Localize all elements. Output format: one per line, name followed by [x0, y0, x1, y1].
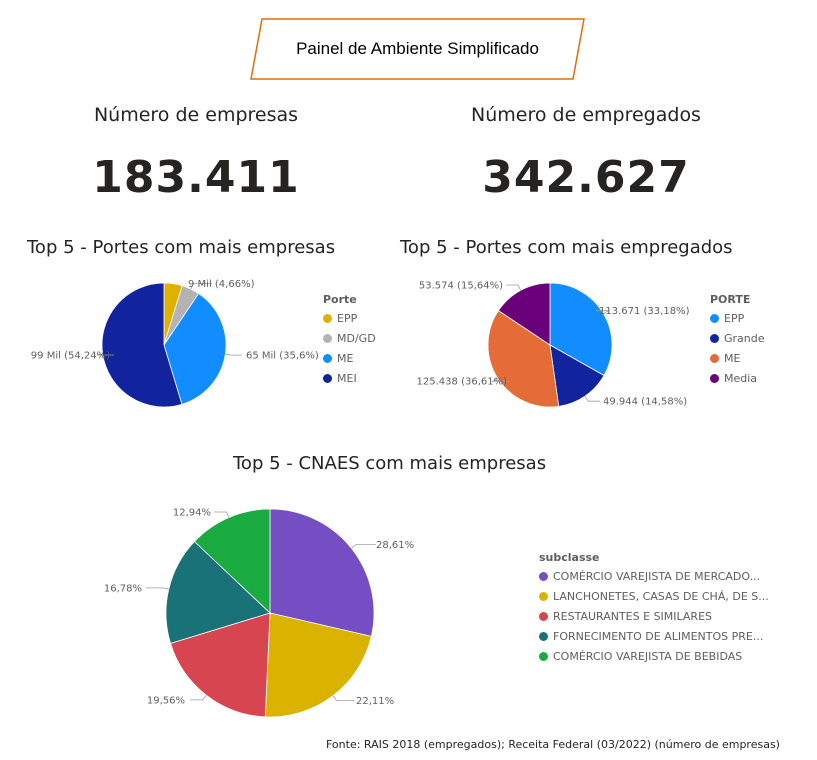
legend-cnaes: subclasse COMÉRCIO VAREJISTA DE MERCADO.… — [539, 551, 769, 663]
data-label: 113.671 (33,18%) — [599, 306, 690, 317]
title-box-border — [250, 18, 585, 80]
chart-cnaes[interactable]: 28,61% 22,11% 19,56% 16,78% 12,94% — [80, 485, 440, 735]
chart-portes-empresas[interactable]: 9 Mil (4,66%) 65 Mil (35,6%) 99 Mil (54,24… — [0, 262, 400, 427]
legend-label: EPP — [724, 312, 745, 325]
legend-marker — [323, 314, 332, 323]
legend-item-epp[interactable]: EPP — [323, 312, 376, 325]
leader-line — [190, 283, 212, 290]
legend-marker — [539, 592, 548, 601]
legend-title: PORTE — [710, 293, 751, 306]
legend-label: LANCHONETES, CASAS DE CHÁ, DE S... — [553, 590, 769, 603]
leader-line — [225, 353, 242, 356]
leader-line — [491, 377, 510, 382]
legend-item-me[interactable]: ME — [323, 352, 376, 365]
legend-portes-empresas: Porte EPP MD/GD ME MEI — [323, 293, 376, 385]
leader-line — [584, 395, 600, 402]
legend-title: subclasse — [539, 551, 600, 564]
dashboard-title-box: Painel de Ambiente Simplificado — [250, 18, 585, 80]
legend-marker — [539, 652, 548, 661]
data-label: 49.944 (14,58%) — [603, 397, 687, 408]
pie-slice-grande[interactable] — [549, 344, 605, 407]
legend-marker — [710, 334, 719, 343]
legend-marker — [539, 572, 548, 581]
chart-portes-empregados[interactable]: 113.671 (33,18%) 49.944 (14,58%) 125.438 (… — [400, 262, 800, 427]
legend-portes-empregados: PORTE EPP Grande ME Media — [710, 293, 765, 385]
leader-line — [596, 310, 611, 315]
legend-item-me[interactable]: ME — [710, 352, 765, 365]
legend-marker — [710, 354, 719, 363]
leader-line — [506, 284, 522, 291]
source-footnote: Fonte: RAIS 2018 (empregados); Receita F… — [326, 738, 780, 751]
leader-line — [96, 353, 114, 356]
legend-label: Media — [724, 372, 758, 385]
legend-marker — [323, 354, 332, 363]
pie-slice-fornecimento-de-alimentos-pre[interactable] — [165, 540, 271, 644]
leader-line — [351, 544, 376, 549]
legend-label: EPP — [337, 312, 358, 325]
leader-line — [190, 694, 207, 701]
legend-marker — [539, 632, 548, 641]
pie-slice-mei[interactable] — [101, 282, 183, 408]
legend-label: FORNECIMENTO DE ALIMENTOS PRE... — [553, 630, 764, 643]
data-label: 53.574 (15,64%) — [419, 281, 503, 292]
chart-portes-empresas-title: Top 5 - Portes com mais empresas — [27, 237, 336, 258]
legend-label: COMÉRCIO VAREJISTA DE MERCADO... — [553, 570, 761, 583]
legend-label: ME — [724, 352, 741, 365]
data-label: 19,56% — [147, 695, 185, 706]
data-label: 16,78% — [104, 583, 142, 594]
dashboard-title: Painel de Ambiente Simplificado — [296, 39, 539, 58]
legend-label: Grande — [724, 332, 765, 345]
data-label: 65 Mil (35,6%) — [246, 351, 319, 362]
legend-marker — [323, 374, 332, 383]
legend-item-md-gd[interactable]: MD/GD — [323, 332, 376, 345]
legend-item-restaurantes-e-similares[interactable]: RESTAURANTES E SIMILARES — [539, 610, 769, 623]
leader-line — [332, 695, 354, 702]
kpi-empregados-label: Número de empregados — [471, 104, 701, 126]
legend-label: MEI — [337, 372, 357, 385]
chart-cnaes-title: Top 5 - CNAES com mais empresas — [233, 453, 547, 474]
kpi-empresas-label: Número de empresas — [93, 104, 299, 126]
legend-item-lanchonetes-casas-de-cha-de-s[interactable]: LANCHONETES, CASAS DE CHÁ, DE S... — [539, 590, 769, 603]
title-box-outline — [250, 18, 585, 80]
legend-item-comercio-varejista-de-bebidas[interactable]: COMÉRCIO VAREJISTA DE BEBIDAS — [539, 650, 769, 663]
leader-line — [214, 511, 230, 518]
legend-label: MD/GD — [337, 332, 376, 345]
pie-slice-me[interactable] — [487, 310, 560, 408]
pie-slice-media[interactable] — [497, 282, 551, 346]
legend-marker — [539, 612, 548, 621]
legend-marker — [323, 334, 332, 343]
legend-marker — [710, 374, 719, 383]
data-label: 22,11% — [356, 696, 394, 707]
legend-item-fornecimento-de-alimentos-pre[interactable]: FORNECIMENTO DE ALIMENTOS PRE... — [539, 630, 769, 643]
data-label: 9 Mil (4,66%) — [188, 279, 255, 290]
legend-item-comercio-varejista-de-mercado[interactable]: COMÉRCIO VAREJISTA DE MERCADO... — [539, 570, 769, 583]
leader-line — [146, 587, 169, 590]
kpi-empresas-value: 183.411 — [92, 152, 300, 203]
legend-marker — [710, 314, 719, 323]
data-label: 99 Mil (54,24%) — [31, 351, 110, 362]
kpi-empregados-value: 342.627 — [482, 152, 690, 203]
legend-label: RESTAURANTES E SIMILARES — [553, 610, 713, 623]
legend-item-epp[interactable]: EPP — [710, 312, 765, 325]
data-label: 28,61% — [376, 540, 414, 551]
legend-label: ME — [337, 352, 354, 365]
legend-label: COMÉRCIO VAREJISTA DE BEBIDAS — [553, 650, 743, 663]
legend-item-media[interactable]: Media — [710, 372, 765, 385]
data-label: 125.438 (36,61%) — [417, 377, 508, 388]
legend-item-mei[interactable]: MEI — [323, 372, 376, 385]
legend-item-grande[interactable]: Grande — [710, 332, 765, 345]
chart-portes-empregados-title: Top 5 - Portes com mais empregados — [400, 237, 733, 258]
legend-title: Porte — [323, 293, 357, 306]
data-label: 12,94% — [173, 508, 211, 519]
